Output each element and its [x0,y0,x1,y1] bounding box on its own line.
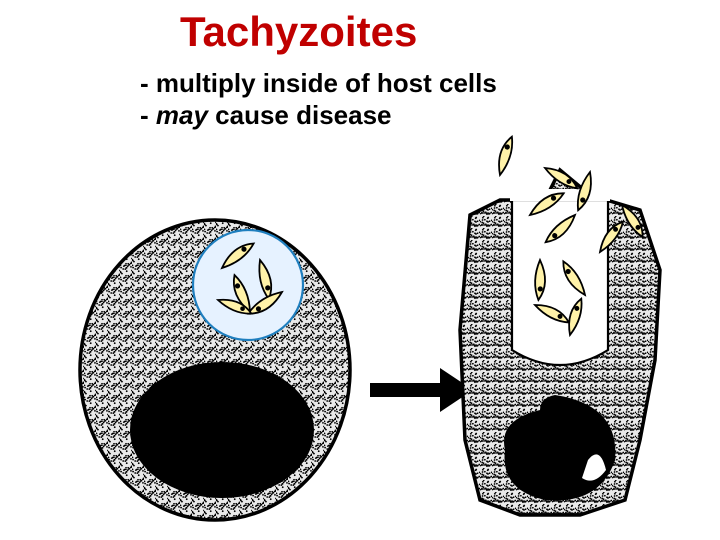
arrow-icon [370,368,473,412]
diagram-svg [0,0,720,540]
intact-host-cell [80,220,350,520]
ruptured-host-cell [460,135,660,515]
process-arrow [370,368,473,412]
tachyzoite [493,135,516,176]
host-nucleus [130,362,314,498]
